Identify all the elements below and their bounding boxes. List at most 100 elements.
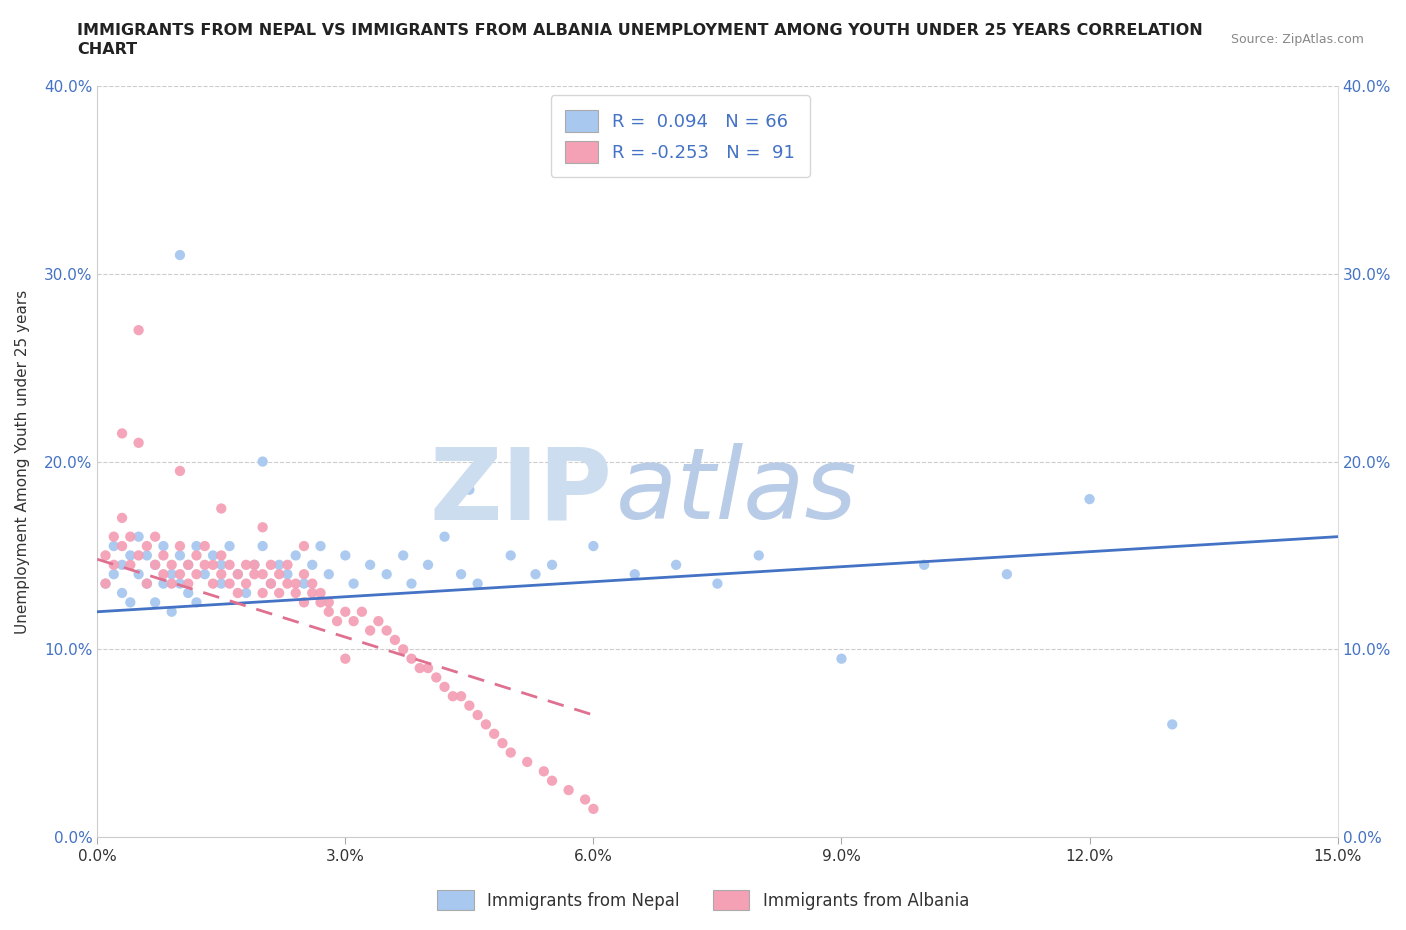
Point: [318, 604, 340, 619]
Point: [401, 577, 423, 591]
Point: [533, 764, 555, 778]
Point: [292, 538, 315, 553]
Point: [111, 557, 134, 572]
Point: [284, 577, 307, 591]
Point: [152, 548, 174, 563]
Point: [177, 577, 200, 591]
Text: IMMIGRANTS FROM NEPAL VS IMMIGRANTS FROM ALBANIA UNEMPLOYMENT AMONG YOUTH UNDER : IMMIGRANTS FROM NEPAL VS IMMIGRANTS FROM…: [77, 23, 1204, 38]
Point: [499, 548, 522, 563]
Point: [335, 651, 357, 666]
Point: [169, 463, 191, 478]
Point: [276, 566, 298, 581]
Point: [276, 557, 298, 572]
Point: [143, 557, 166, 572]
Point: [309, 595, 332, 610]
Point: [194, 557, 217, 572]
Point: [194, 538, 217, 553]
Point: [335, 604, 357, 619]
Point: [359, 623, 381, 638]
Point: [226, 586, 249, 601]
Point: [367, 614, 389, 629]
Point: [209, 501, 232, 516]
Point: [218, 577, 240, 591]
Point: [111, 538, 134, 553]
Point: [128, 529, 150, 544]
Point: [186, 548, 208, 563]
Point: [252, 566, 274, 581]
Point: [467, 708, 489, 723]
Point: [392, 548, 415, 563]
Point: [326, 614, 349, 629]
Point: [301, 557, 323, 572]
Point: [135, 538, 157, 553]
Point: [186, 538, 208, 553]
Point: [623, 566, 645, 581]
Point: [292, 577, 315, 591]
Point: [135, 548, 157, 563]
Point: [458, 483, 481, 498]
Point: [226, 566, 249, 581]
Point: [94, 577, 117, 591]
Point: [243, 557, 266, 572]
Point: [152, 577, 174, 591]
Point: [1161, 717, 1184, 732]
Point: [995, 566, 1018, 581]
Point: [152, 566, 174, 581]
Point: [186, 566, 208, 581]
Point: [103, 557, 125, 572]
Point: [375, 623, 398, 638]
Point: [94, 548, 117, 563]
Point: [202, 577, 225, 591]
Point: [111, 586, 134, 601]
Point: [830, 651, 852, 666]
Point: [292, 566, 315, 581]
Point: [169, 566, 191, 581]
Point: [284, 586, 307, 601]
Point: [541, 773, 564, 788]
Point: [128, 323, 150, 338]
Text: atlas: atlas: [616, 443, 858, 540]
Point: [243, 566, 266, 581]
Point: [160, 566, 183, 581]
Point: [103, 538, 125, 553]
Point: [276, 577, 298, 591]
Point: [309, 538, 332, 553]
Point: [318, 595, 340, 610]
Point: [128, 566, 150, 581]
Point: [218, 557, 240, 572]
Point: [269, 566, 291, 581]
Point: [467, 577, 489, 591]
Point: [143, 557, 166, 572]
Legend: R =  0.094   N = 66, R = -0.253   N =  91: R = 0.094 N = 66, R = -0.253 N = 91: [551, 95, 810, 177]
Point: [177, 557, 200, 572]
Point: [335, 548, 357, 563]
Point: [491, 736, 513, 751]
Point: [252, 520, 274, 535]
Point: [425, 670, 447, 684]
Point: [252, 454, 274, 469]
Point: [665, 557, 688, 572]
Point: [160, 557, 183, 572]
Point: [135, 577, 157, 591]
Point: [169, 548, 191, 563]
Point: [143, 595, 166, 610]
Text: ZIP: ZIP: [429, 443, 612, 540]
Point: [582, 538, 605, 553]
Point: [120, 548, 142, 563]
Point: [342, 614, 364, 629]
Point: [218, 538, 240, 553]
Point: [128, 548, 150, 563]
Point: [912, 557, 935, 572]
Point: [135, 577, 157, 591]
Point: [301, 586, 323, 601]
Point: [120, 595, 142, 610]
Point: [284, 548, 307, 563]
Point: [160, 577, 183, 591]
Point: [209, 577, 232, 591]
Point: [243, 557, 266, 572]
Point: [235, 557, 257, 572]
Point: [169, 247, 191, 262]
Point: [416, 660, 439, 675]
Point: [1078, 492, 1101, 507]
Point: [706, 577, 728, 591]
